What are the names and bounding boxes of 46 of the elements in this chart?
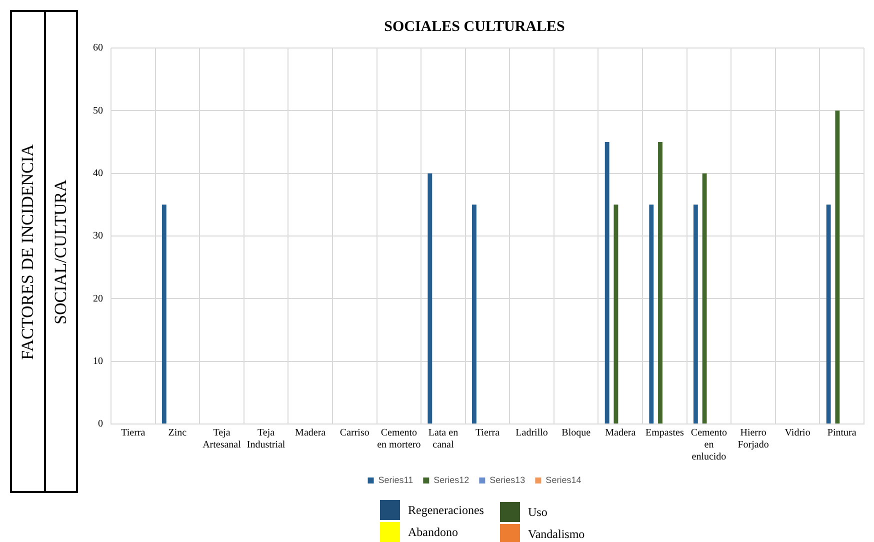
bar bbox=[658, 142, 662, 424]
x-tick-label: Carriso bbox=[340, 428, 370, 439]
x-tick-label: Teja Industrial bbox=[246, 428, 286, 451]
y-tick-label: 0 bbox=[98, 418, 103, 430]
y-tick-label: 20 bbox=[93, 293, 103, 304]
x-tick-label: Tierra bbox=[121, 428, 146, 439]
chart-title: SOCIALES CULTURALES bbox=[384, 18, 565, 35]
x-tick-label: Ladrillo bbox=[516, 428, 548, 439]
y-tick-label: 60 bbox=[93, 42, 103, 54]
x-tick-label: Pintura bbox=[827, 428, 857, 439]
text: Abandono bbox=[408, 524, 458, 540]
x-tick-label: Bloque bbox=[562, 428, 592, 439]
y-tick-label: 30 bbox=[93, 230, 103, 242]
x-tick-label: Tierra bbox=[475, 428, 500, 439]
text: SOCIAL/CULTURA bbox=[51, 179, 71, 324]
bar bbox=[693, 204, 698, 424]
legend-label: Series13 bbox=[490, 474, 526, 485]
bar bbox=[702, 173, 707, 424]
text: Vandalismo bbox=[528, 526, 585, 542]
x-tick-label: Vidrio bbox=[784, 428, 810, 439]
bar bbox=[604, 142, 610, 424]
x-tick-label: Teja Artesanal bbox=[202, 428, 242, 451]
bar bbox=[826, 204, 831, 424]
legend-label: Series11 bbox=[378, 474, 414, 485]
bar bbox=[835, 110, 840, 424]
bar bbox=[428, 173, 432, 424]
y-tick-label: 40 bbox=[93, 168, 103, 179]
text: Regeneraciones bbox=[408, 502, 484, 518]
text: FACTORES DE INCIDENCIA bbox=[18, 144, 38, 360]
legend-label: Series14 bbox=[546, 474, 582, 485]
y-tick-label: 10 bbox=[93, 356, 103, 367]
bar bbox=[162, 204, 166, 424]
legend-label: Series12 bbox=[434, 474, 470, 485]
x-tick-label: Zinc bbox=[168, 428, 188, 439]
x-tick-label: Lata en canal bbox=[428, 428, 458, 451]
x-tick-label: Hierro Forjado bbox=[738, 428, 769, 451]
x-tick-label: Madera bbox=[605, 428, 636, 439]
x-tick-label: Empastes bbox=[646, 428, 684, 439]
x-tick-label: Madera bbox=[295, 428, 326, 439]
text: Uso bbox=[528, 504, 548, 520]
x-tick-label: Cemento en mortero bbox=[377, 428, 421, 451]
bar bbox=[472, 204, 476, 424]
y-tick-label: 50 bbox=[93, 105, 103, 116]
bar bbox=[614, 204, 618, 424]
bar bbox=[649, 204, 654, 424]
x-tick-label: Cemento en enlucido bbox=[690, 428, 728, 463]
